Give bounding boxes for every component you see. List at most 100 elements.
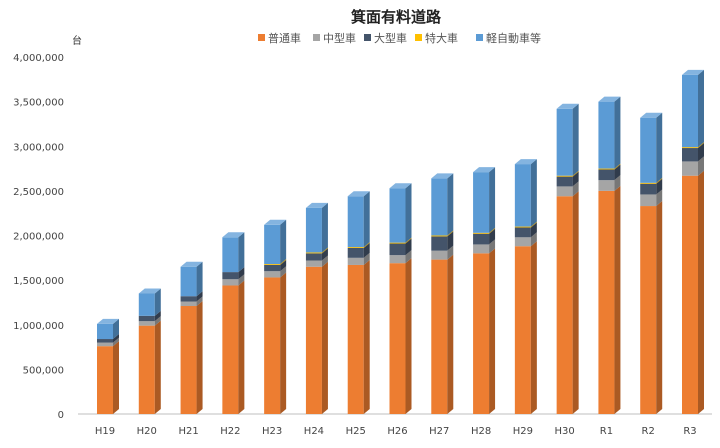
bar-segment: [97, 346, 113, 414]
x-tick-label: H21: [178, 426, 198, 437]
bar-segment-side: [614, 163, 621, 170]
bar-segment-side: [154, 288, 161, 316]
bar-stack-top: [138, 288, 161, 294]
bar-segment-side: [489, 227, 496, 234]
bar-segment: [347, 247, 364, 248]
bar-stack-top: [97, 318, 119, 324]
bar-segment-side: [572, 171, 579, 187]
bar-stack-top: [640, 112, 663, 118]
bar-stack-top: [598, 96, 621, 102]
bar-segment-side: [698, 143, 704, 162]
x-tick-label: H30: [555, 426, 575, 437]
x-tick-label: H22: [220, 426, 240, 437]
bar-segment-side: [196, 301, 203, 414]
bar-segment-side: [321, 247, 328, 254]
bar-segment: [97, 342, 113, 347]
bar-segment: [180, 266, 197, 297]
bar-segment-side: [321, 248, 328, 261]
bar-segment-side: [113, 334, 119, 343]
bar-segment: [473, 233, 490, 245]
bar-segment-side: [656, 189, 663, 207]
bar-stack: [347, 191, 370, 414]
legend-label: 普通車: [268, 31, 301, 45]
y-tick-label: 4,000,000: [13, 53, 64, 64]
bar-segment-side: [572, 170, 579, 177]
bar-segment-side: [113, 318, 119, 340]
chart-title: 箕面有料道路: [350, 8, 442, 26]
x-tick-label: H29: [513, 426, 533, 437]
bar-segment: [222, 272, 239, 280]
bar-segment-side: [113, 341, 119, 414]
bar-segment-side: [614, 164, 621, 181]
bar-segment-side: [572, 103, 579, 176]
bar-segment: [97, 339, 113, 343]
bar-stack-top: [180, 261, 203, 267]
bars: [97, 69, 704, 414]
y-tick-label: 1,000,000: [13, 321, 64, 332]
bar-segment: [264, 271, 281, 278]
bar-stack-top: [473, 167, 496, 173]
bar-segment-side: [280, 259, 287, 272]
bar-segment-side: [530, 222, 537, 238]
bar-segment-side: [698, 69, 704, 148]
bar-segment-side: [489, 248, 496, 414]
bar-segment: [682, 161, 698, 176]
y-tick-label: 2,000,000: [13, 232, 64, 243]
bar-segment: [389, 263, 406, 414]
bar-segment-side: [238, 274, 245, 286]
bar-segment: [138, 325, 155, 414]
bar-segment: [180, 306, 197, 414]
x-tick-label: R3: [683, 426, 696, 437]
y-axis-unit: 台: [72, 34, 82, 47]
bar-segment: [389, 188, 406, 243]
bar-segment: [138, 293, 155, 316]
y-tick-label: 3,000,000: [13, 142, 64, 153]
bar-stack-top: [431, 173, 454, 179]
legend-swatch: [364, 34, 371, 41]
bar-segment-side: [363, 252, 370, 265]
x-tick-label: H25: [346, 426, 366, 437]
bar-segment-side: [321, 261, 328, 414]
bar-segment-side: [113, 337, 119, 347]
bar-segment: [514, 226, 531, 228]
legend-swatch: [258, 34, 265, 41]
bar-segment: [305, 266, 322, 414]
bar-stack-top: [389, 183, 412, 189]
bar-segment-side: [656, 201, 663, 414]
bar-stack: [264, 219, 287, 414]
legend: 普通車 中型車 大型車 特大車 軽自動車等: [258, 31, 541, 45]
x-tick-label: H24: [304, 426, 324, 437]
bar-segment-side: [154, 320, 161, 414]
bar-segment-side: [196, 296, 203, 307]
bar-segment: [473, 172, 490, 233]
bar-segment: [347, 264, 364, 414]
bar-stack-top: [264, 219, 287, 225]
bar-segment: [222, 285, 239, 414]
x-tick-label: H23: [262, 426, 282, 437]
bar-segment-side: [405, 238, 412, 256]
bar-segment: [682, 74, 698, 148]
bar-stack: [556, 103, 579, 414]
bar-segment: [431, 178, 448, 236]
bar-segment-side: [572, 191, 579, 414]
bar-segment-side: [405, 183, 412, 243]
axes: 0 500,000 1,000,000 1,500,000 2,000,000 2,500…: [13, 53, 712, 437]
bar-stack-top: [347, 191, 370, 197]
bar-segment-side: [154, 316, 161, 326]
bar-segment: [598, 168, 615, 170]
bar-segment: [682, 175, 698, 414]
x-tick-label: H19: [95, 426, 115, 437]
bar-segment-side: [447, 245, 454, 260]
bar-segment-side: [321, 202, 328, 253]
x-tick-label: R2: [642, 426, 655, 437]
bar-segment: [473, 253, 490, 414]
y-tick-label: 500,000: [23, 365, 64, 376]
y-tick-label: 2,500,000: [13, 187, 64, 198]
bar-segment-side: [238, 280, 245, 414]
legend-label: 特大車: [425, 31, 458, 45]
bar-stack: [598, 96, 621, 414]
bar-segment-side: [405, 237, 412, 244]
bar-segment: [556, 196, 573, 414]
bar-segment: [347, 247, 364, 258]
bar-segment-side: [530, 232, 537, 247]
